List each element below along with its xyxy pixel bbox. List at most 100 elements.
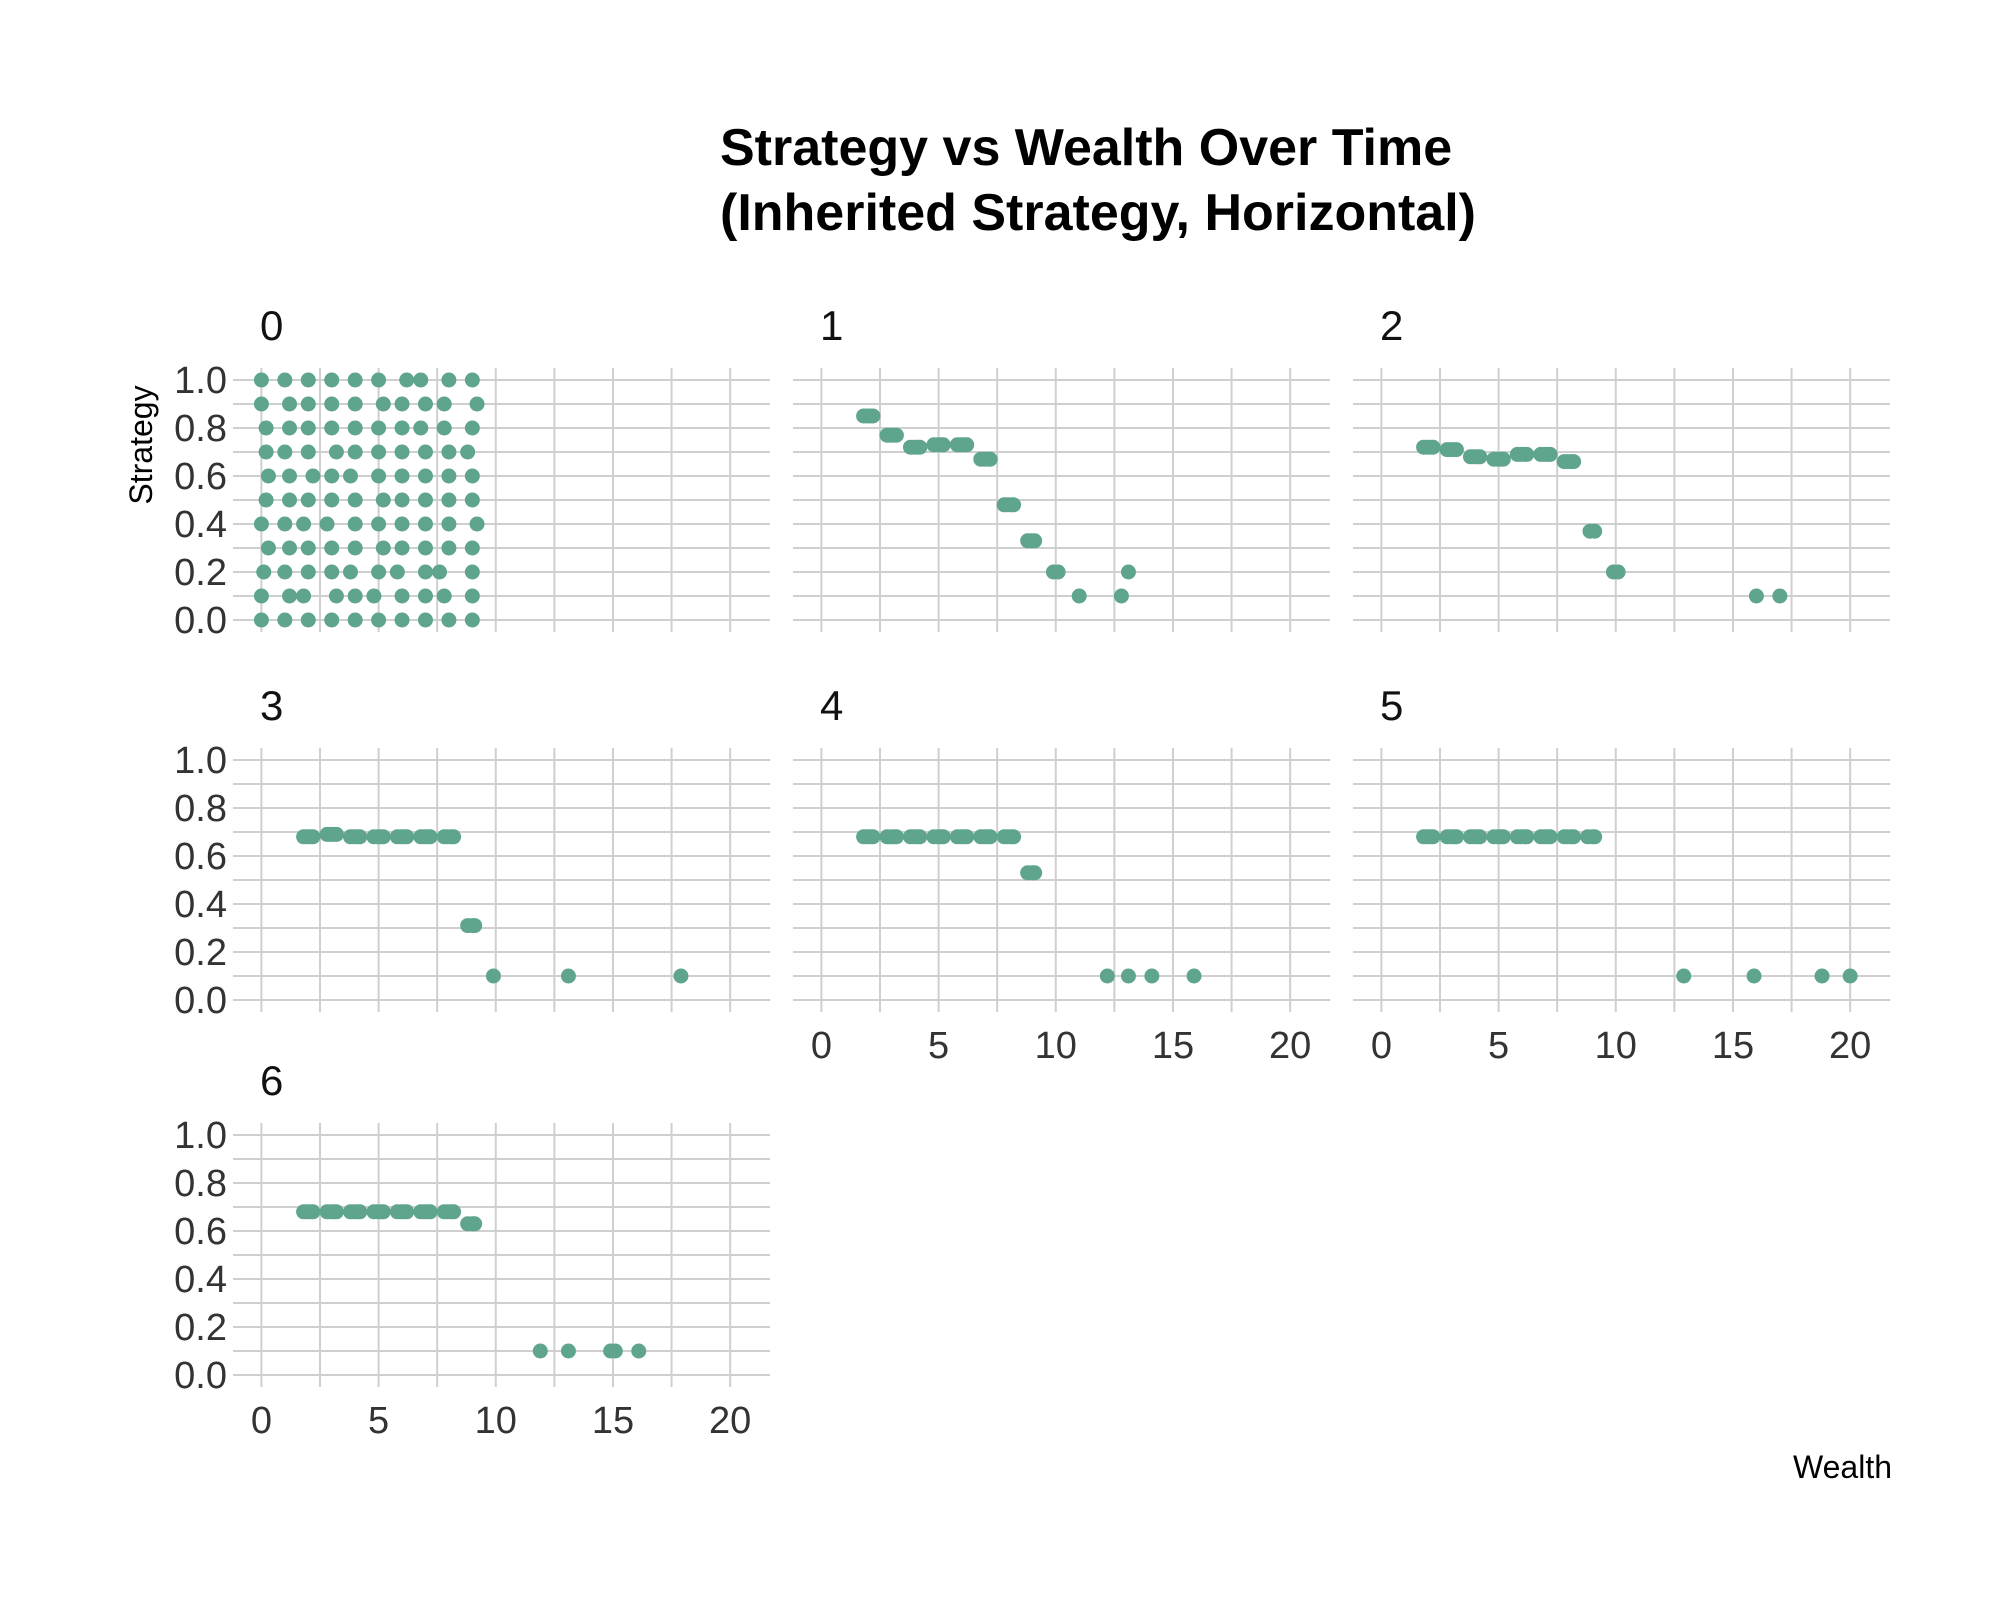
data-point (300, 612, 316, 628)
data-point (328, 588, 344, 604)
data-point (432, 564, 448, 580)
x-tick-label: 15 (592, 1400, 634, 1442)
data-point (1610, 564, 1626, 580)
facet-panel-4: 4 0 5 10 15 20 (793, 682, 1330, 1067)
facet-label: 2 (1380, 302, 1403, 349)
data-point (464, 372, 480, 388)
data-point (256, 564, 272, 580)
data-point (865, 829, 881, 845)
data-point (673, 968, 689, 984)
data-point (258, 444, 274, 460)
data-point (347, 372, 363, 388)
data-point (1006, 829, 1022, 845)
data-point (464, 564, 480, 580)
data-point (371, 468, 387, 484)
chart-title: Strategy vs Wealth Over Time (720, 119, 1452, 177)
x-tick-label: 20 (1269, 1025, 1311, 1067)
data-point (441, 540, 457, 556)
data-point (417, 516, 433, 532)
data-point (258, 420, 274, 436)
data-point (417, 540, 433, 556)
data-point (371, 372, 387, 388)
data-point (300, 540, 316, 556)
data-point (959, 437, 975, 453)
data-point (305, 1204, 321, 1220)
data-point (319, 516, 335, 532)
data-point (417, 564, 433, 580)
data-point (324, 492, 340, 508)
data-point (441, 516, 457, 532)
x-tick-label: 0 (811, 1025, 832, 1067)
y-tick-label: 0.6 (174, 836, 227, 878)
data-point (888, 829, 904, 845)
data-point (394, 588, 410, 604)
data-point (532, 1343, 548, 1359)
y-tick-label: 0.8 (174, 1163, 227, 1205)
data-point (375, 492, 391, 508)
data-point (417, 444, 433, 460)
data-point (342, 468, 358, 484)
data-point (1676, 968, 1692, 984)
data-point (464, 612, 480, 628)
data-point (347, 612, 363, 628)
y-tick-label: 1.0 (174, 740, 227, 782)
data-point (417, 396, 433, 412)
data-point (324, 540, 340, 556)
data-point (912, 829, 928, 845)
data-point (912, 439, 928, 455)
data-point (1425, 439, 1441, 455)
data-point (347, 588, 363, 604)
data-point (328, 1204, 344, 1220)
data-point (277, 516, 293, 532)
x-tick-label: 10 (1595, 1025, 1637, 1067)
data-point (371, 612, 387, 628)
data-point (935, 829, 951, 845)
data-point (394, 468, 410, 484)
data-point (375, 829, 391, 845)
data-point (375, 1204, 391, 1220)
data-point (347, 516, 363, 532)
x-tick-label: 15 (1152, 1025, 1194, 1067)
data-point (1772, 588, 1788, 604)
data-point (375, 396, 391, 412)
data-point (417, 588, 433, 604)
y-tick-label: 0.2 (174, 552, 227, 594)
data-point (631, 1343, 647, 1359)
data-point (277, 444, 293, 460)
data-point (1113, 588, 1129, 604)
data-point (282, 540, 298, 556)
data-point (1519, 446, 1535, 462)
data-point (328, 826, 344, 842)
data-point (347, 444, 363, 460)
data-point (366, 588, 382, 604)
data-point (371, 420, 387, 436)
data-point (460, 444, 476, 460)
x-tick-label: 5 (1488, 1025, 1509, 1067)
data-point (417, 612, 433, 628)
data-point (464, 492, 480, 508)
data-point (888, 427, 904, 443)
y-tick-label: 0.2 (174, 1307, 227, 1349)
x-tick-label: 10 (475, 1400, 517, 1442)
data-point (394, 492, 410, 508)
data-point (464, 540, 480, 556)
facet-panel-1: 1 (793, 302, 1330, 632)
data-point (399, 829, 415, 845)
facet-panel-3: 3 0.0 0.2 0.4 0.6 0.8 1.0 (174, 682, 770, 1022)
y-tick-label: 1.0 (174, 1115, 227, 1157)
data-point (959, 829, 975, 845)
y-tick-label: 0.4 (174, 504, 227, 546)
facet-label: 4 (820, 682, 843, 729)
data-point (1542, 829, 1558, 845)
data-point (1425, 829, 1441, 845)
data-point (352, 829, 368, 845)
data-point (1448, 829, 1464, 845)
data-point (441, 444, 457, 460)
x-tick-label: 0 (1371, 1025, 1392, 1067)
data-point (1814, 968, 1830, 984)
data-point (258, 492, 274, 508)
data-point (282, 492, 298, 508)
data-point (260, 468, 276, 484)
data-point (1120, 564, 1136, 580)
